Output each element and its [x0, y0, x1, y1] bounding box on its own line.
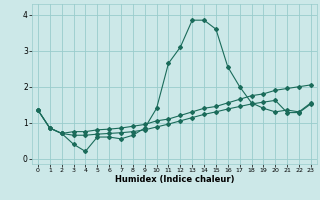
X-axis label: Humidex (Indice chaleur): Humidex (Indice chaleur): [115, 175, 234, 184]
